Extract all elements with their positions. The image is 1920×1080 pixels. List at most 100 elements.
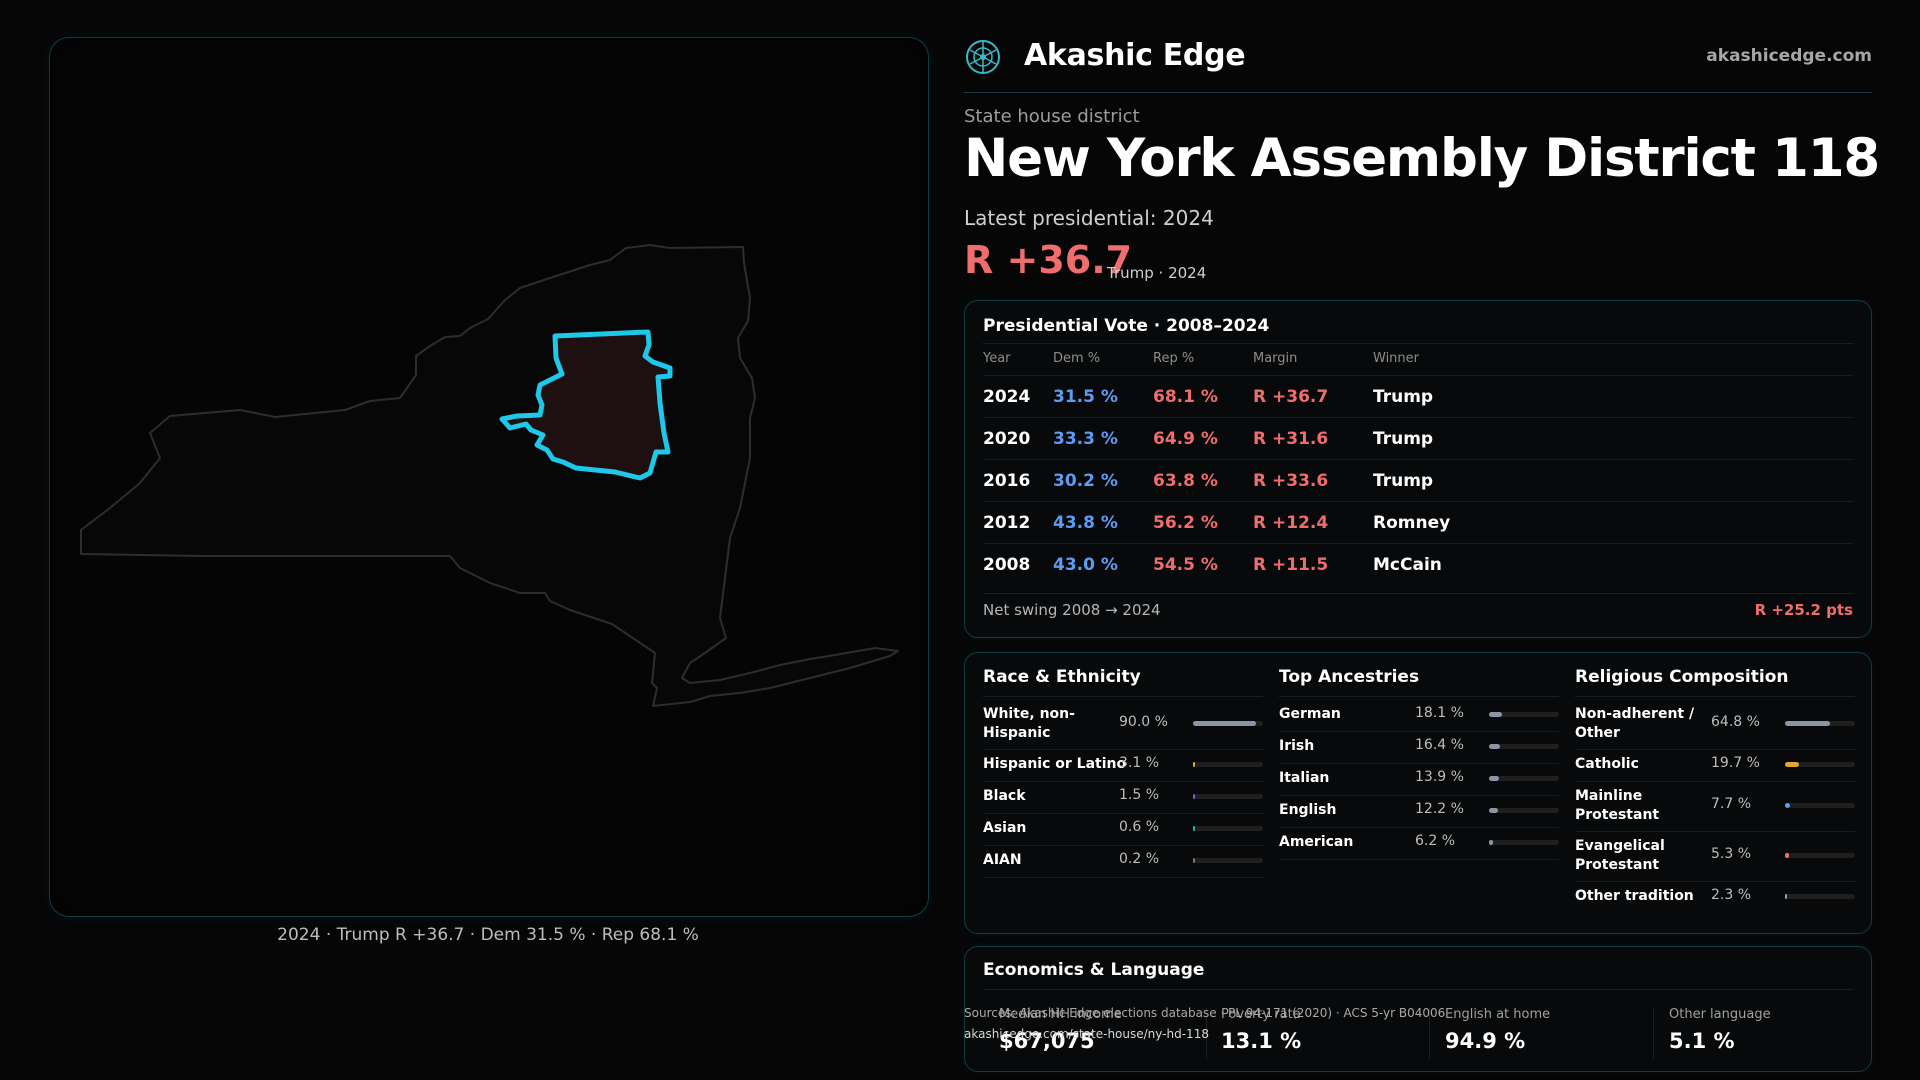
table-row: 2024 31.5 % 68.1 % R +36.7 Trump xyxy=(983,375,1853,418)
bar-track xyxy=(1785,803,1855,808)
presidential-vote-card: Presidential Vote · 2008–2024 Year Dem %… xyxy=(964,300,1872,638)
item-value: 0.6 % xyxy=(1119,819,1160,835)
page-url-link[interactable]: akashicedge.com/state-house/ny-hd-118 xyxy=(964,1027,1209,1041)
item-label: English xyxy=(1279,802,1337,818)
item-value: 7.7 % xyxy=(1711,796,1752,812)
item-value: 1.5 % xyxy=(1119,787,1160,803)
bar-track xyxy=(1489,840,1559,845)
table-row: 2016 30.2 % 63.8 % R +33.6 Trump xyxy=(983,459,1853,502)
item-value: 5.3 % xyxy=(1711,846,1752,862)
latest-margin-note: Trump · 2024 xyxy=(1107,264,1207,282)
row-winner: McCain xyxy=(1373,555,1442,575)
stat-label: Other language xyxy=(1669,1007,1771,1022)
item-value: 90.0 % xyxy=(1119,714,1168,730)
brand-url-link[interactable]: akashicedge.com xyxy=(1706,46,1872,66)
list-item: White, non-Hispanic 90.0 % xyxy=(983,699,1263,750)
table-row: 2012 43.8 % 56.2 % R +12.4 Romney xyxy=(983,501,1853,544)
row-dem: 30.2 % xyxy=(1053,471,1118,491)
bar-fill xyxy=(1785,853,1789,858)
row-dem: 43.0 % xyxy=(1053,555,1118,575)
sources-note: Sources: Akashic Edge elections database… xyxy=(964,1006,1446,1020)
row-rep: 64.9 % xyxy=(1153,429,1218,449)
economics-title: Economics & Language xyxy=(983,960,1205,980)
row-winner: Trump xyxy=(1373,429,1434,449)
bar-fill xyxy=(1489,744,1500,749)
item-label: Catholic xyxy=(1575,756,1639,772)
district-118-boundary[interactable] xyxy=(499,329,673,481)
list-item: Italian 13.9 % xyxy=(1279,763,1559,796)
bar-fill xyxy=(1489,776,1499,781)
list-item: Asian 0.6 % xyxy=(983,813,1263,846)
race-ethnicity-title: Race & Ethnicity xyxy=(983,667,1141,687)
item-label: Hispanic or Latino xyxy=(983,756,1127,772)
list-item: Catholic 19.7 % xyxy=(1575,749,1855,782)
item-label: AIAN xyxy=(983,852,1022,868)
bar-track xyxy=(1489,712,1559,717)
row-winner: Romney xyxy=(1373,513,1451,533)
item-label: Mainline Protestant xyxy=(1575,788,1660,823)
map-panel[interactable] xyxy=(49,37,929,917)
row-margin: R +36.7 xyxy=(1253,387,1329,407)
brand-name: Akashic Edge xyxy=(1024,38,1246,73)
row-margin: R +33.6 xyxy=(1253,471,1329,491)
row-year: 2012 xyxy=(983,513,1031,533)
latest-presidential-label: Latest presidential: 2024 xyxy=(964,206,1214,230)
stat-value: $67,075 xyxy=(999,1029,1095,1053)
net-swing-value: R +25.2 pts xyxy=(1754,601,1853,619)
item-value: 12.2 % xyxy=(1415,801,1464,817)
bar-track xyxy=(1785,853,1855,858)
stat-label: English at home xyxy=(1445,1007,1551,1022)
bar-track xyxy=(1193,826,1263,831)
bar-track xyxy=(1489,744,1559,749)
item-label: Italian xyxy=(1279,770,1330,786)
item-value: 3.1 % xyxy=(1119,755,1160,771)
bar-track xyxy=(1785,721,1855,726)
presidential-vote-title: Presidential Vote · 2008–2024 xyxy=(983,316,1270,336)
bar-fill xyxy=(1785,762,1799,767)
row-year: 2016 xyxy=(983,471,1031,491)
bar-fill xyxy=(1785,803,1790,808)
item-value: 19.7 % xyxy=(1711,755,1760,771)
divider xyxy=(983,343,1853,344)
bar-fill xyxy=(1489,808,1498,813)
net-swing-label: Net swing 2008 → 2024 xyxy=(983,601,1161,619)
item-value: 64.8 % xyxy=(1711,714,1760,730)
item-value: 2.3 % xyxy=(1711,887,1752,903)
row-rep: 68.1 % xyxy=(1153,387,1218,407)
row-dem: 43.8 % xyxy=(1053,513,1118,533)
row-winner: Trump xyxy=(1373,471,1434,491)
stat-label: Median HH income xyxy=(999,1007,1122,1022)
item-label: Non-adherent / Other xyxy=(1575,706,1695,741)
bar-fill xyxy=(1193,794,1195,799)
stat-value: 5.1 % xyxy=(1669,1029,1735,1053)
bar-track xyxy=(1193,762,1263,767)
item-label: American xyxy=(1279,834,1354,850)
divider xyxy=(983,989,1853,990)
state-map[interactable] xyxy=(50,38,928,916)
list-item: Non-adherent / Other 64.8 % xyxy=(1575,699,1855,750)
col-header-dem: Dem % xyxy=(1053,351,1101,366)
brand-header: Akashic Edge akashicedge.com xyxy=(964,36,1872,93)
bar-fill xyxy=(1193,721,1256,726)
row-rep: 54.5 % xyxy=(1153,555,1218,575)
bar-track xyxy=(1489,776,1559,781)
ancestry-section: Top Ancestries German 18.1 % Irish 16.4 … xyxy=(1279,653,1559,933)
item-label: Other tradition xyxy=(1575,888,1694,904)
ancestry-title: Top Ancestries xyxy=(1279,667,1420,687)
bar-fill xyxy=(1193,826,1195,831)
page-title: New York Assembly District 118 xyxy=(964,128,1880,189)
col-header-year: Year xyxy=(983,351,1011,366)
row-rep: 56.2 % xyxy=(1153,513,1218,533)
row-winner: Trump xyxy=(1373,387,1434,407)
bar-fill xyxy=(1193,762,1195,767)
bar-fill xyxy=(1193,858,1195,863)
list-item: English 12.2 % xyxy=(1279,795,1559,828)
list-item: Hispanic or Latino 3.1 % xyxy=(983,749,1263,782)
bar-fill xyxy=(1785,894,1787,899)
divider xyxy=(1429,1007,1430,1059)
bar-track xyxy=(1193,794,1263,799)
compass-logo-icon xyxy=(966,40,1000,74)
col-header-rep: Rep % xyxy=(1153,351,1195,366)
row-year: 2008 xyxy=(983,555,1031,575)
item-value: 16.4 % xyxy=(1415,737,1464,753)
